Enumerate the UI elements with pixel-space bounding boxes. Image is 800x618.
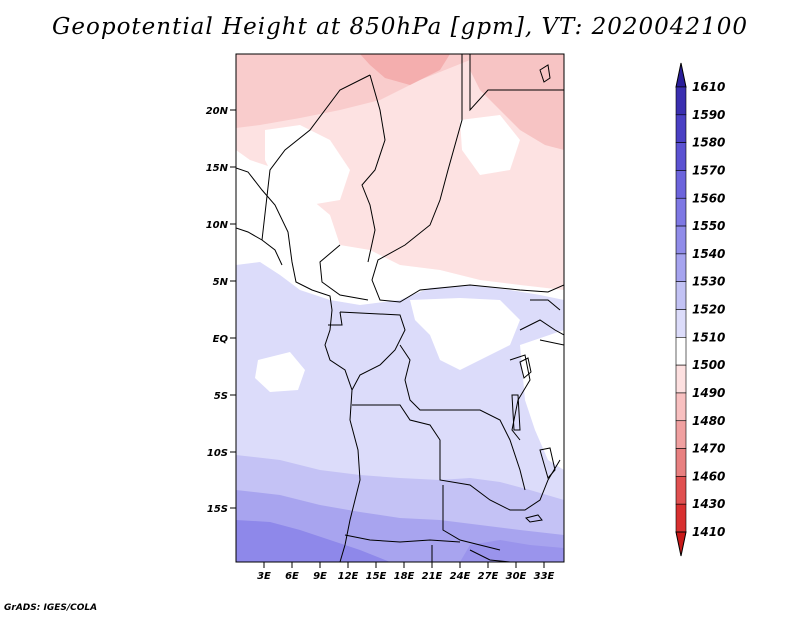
field-band-1550: [236, 520, 390, 562]
colorbar-label: 1460: [692, 469, 725, 483]
colorbar-label: 1510: [692, 330, 725, 344]
lat-label: 5N: [213, 277, 229, 288]
lat-axis: 20N 15N 10N 5N EQ 5S 10S 15S: [206, 106, 236, 515]
field-band-1490-northeast: [470, 54, 564, 150]
colorbar-label: 1540: [692, 247, 725, 261]
colorbar-segment: [675, 364, 687, 394]
lat-label: 20N: [206, 106, 229, 117]
lat-label: 15N: [206, 163, 229, 174]
lat-label: 5S: [214, 391, 228, 402]
colorbar-segment: [675, 86, 687, 116]
colorbar-label: 1520: [692, 303, 725, 317]
lat-label: 15S: [207, 504, 228, 515]
footer-credit: GrADS: IGES/COLA: [4, 603, 98, 613]
colorbar-segment: [675, 253, 687, 282]
map-plot-area: [236, 54, 564, 562]
colorbar-label: 1580: [692, 136, 725, 150]
field-island-1510-west: [255, 352, 305, 392]
field-island-1510-north: [265, 125, 350, 205]
colorbar-bottom-triangle: [675, 531, 687, 557]
lon-label: 21E: [422, 571, 443, 582]
colorbar-segment: [675, 448, 687, 477]
colorbar-segment: [675, 392, 687, 422]
lon-label: 33E: [534, 571, 555, 582]
colorbar-label: 1480: [692, 414, 725, 428]
colorbar-label: 1470: [692, 442, 725, 456]
field-island-1510-central: [410, 298, 520, 370]
lon-axis: 3E 6E 9E 12E 15E 18E 21E 24E 27E 30E 33E: [257, 562, 555, 582]
colorbar-label: 1550: [692, 219, 725, 233]
field-band-1550-east: [460, 540, 564, 562]
colorbar: 1610 1590 1580 1570 1560 1550 1540 1530 1520 1510…: [675, 62, 725, 557]
colorbar-segment: [675, 309, 687, 338]
lat-label: 10N: [206, 220, 229, 231]
colorbar-label: 1560: [692, 191, 725, 205]
map-title: Geopotential Height at 850hPa [gpm], VT:…: [52, 14, 748, 40]
colorbar-segment: [675, 281, 687, 310]
lakes: [511, 64, 556, 523]
lon-label: 27E: [478, 571, 499, 582]
colorbar-top-triangle: [675, 62, 687, 88]
colorbar-segment: [675, 503, 687, 533]
colorbar-label: 1530: [692, 275, 725, 289]
lon-label: 6E: [285, 571, 299, 582]
lat-label: EQ: [213, 334, 229, 345]
map-frame: [235, 53, 565, 563]
colorbar-label: 1430: [692, 497, 725, 511]
field-island-1510-northeast: [460, 115, 520, 175]
lon-label: 3E: [257, 571, 271, 582]
field-band-1480: [360, 54, 450, 85]
colorbar-segment: [675, 170, 687, 199]
colorbar-segment: [675, 197, 687, 227]
colorbar-segment: [675, 142, 687, 171]
colorbar-segment: [675, 420, 687, 449]
colorbar-segment: [675, 337, 687, 366]
colorbar-segment: [675, 225, 687, 255]
field-island-1510-east: [520, 330, 564, 470]
lon-label: 30E: [506, 571, 527, 582]
lon-label: 15E: [366, 571, 387, 582]
lon-label: 24E: [450, 571, 471, 582]
colorbar-label: 1500: [692, 358, 725, 372]
colorbar-segment: [675, 114, 687, 143]
colorbar-segment: [675, 476, 687, 505]
colorbar-label: 1410: [692, 525, 725, 539]
lon-label: 12E: [338, 571, 359, 582]
lat-label: 10S: [207, 448, 228, 459]
colorbar-label: 1570: [692, 163, 725, 177]
colorbar-label: 1610: [692, 80, 725, 94]
colorbar-label: 1490: [692, 386, 725, 400]
lon-label: 18E: [394, 571, 415, 582]
lon-label: 9E: [313, 571, 327, 582]
coastlines-and-borders: [236, 54, 564, 562]
colorbar-label: 1590: [692, 108, 725, 122]
